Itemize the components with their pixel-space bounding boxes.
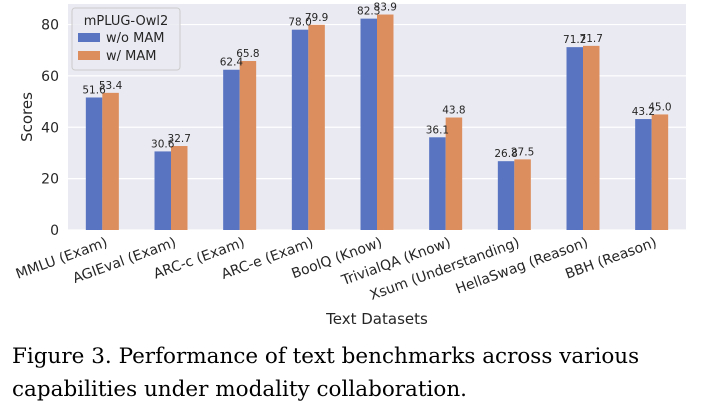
- bar: [514, 159, 531, 230]
- bar-labels: 51.6 30.6 62.4 78.0 82.3 36.1 26.8 71.2 43.2 53.4…: [82, 2, 671, 161]
- y-tick-label: 0: [50, 223, 59, 239]
- bar: [223, 69, 240, 230]
- legend-swatch-w-mam: [78, 51, 100, 60]
- bar-value-label: 51.6: [82, 84, 106, 96]
- y-axis-label: Scores: [18, 92, 36, 142]
- bar-value-label: 83.9: [374, 2, 397, 14]
- bar-value-label: 36.1: [426, 124, 449, 136]
- y-ticks: 0 20 40 60 80: [41, 18, 59, 239]
- figure-caption: Figure 3. Performance of text benchmarks…: [12, 344, 640, 402]
- bar-value-label: 79.9: [305, 12, 328, 24]
- bar: [566, 47, 583, 231]
- bar-value-label: 62.4: [220, 57, 244, 69]
- bar-value-label: 45.0: [648, 101, 671, 113]
- bar-value-label: 65.8: [236, 48, 259, 60]
- bar: [291, 29, 309, 230]
- legend-label-w-mam: w/ MAM: [106, 49, 156, 64]
- bar: [102, 92, 119, 230]
- bar: [308, 24, 325, 230]
- y-tick-label: 80: [41, 18, 59, 34]
- bar-value-label: 32.7: [168, 133, 191, 145]
- bar-value-label: 82.3: [357, 6, 380, 18]
- bar: [377, 14, 394, 231]
- bar-value-label: 30.6: [151, 138, 175, 150]
- bar: [85, 97, 103, 231]
- bar: [360, 18, 377, 230]
- x-ticks: MMLU (Exam)AGIEval (Exam)ARC-c (Exam)ARC…: [14, 235, 659, 304]
- bar-value-label: 78.0: [288, 17, 311, 29]
- bars: [85, 14, 669, 231]
- bar: [429, 137, 446, 230]
- bar: [651, 114, 669, 230]
- bar-value-label: 26.8: [494, 148, 517, 160]
- bar: [171, 146, 188, 230]
- legend-label-wo-mam: w/o MAM: [106, 31, 164, 46]
- bar-value-label: 71.2: [563, 34, 586, 46]
- legend-title: mPLUG-Owl2: [84, 14, 169, 29]
- bar-value-label: 43.2: [632, 106, 655, 118]
- y-tick-label: 40: [41, 120, 59, 136]
- bar-value-label: 53.4: [99, 80, 123, 92]
- bar-value-label: 71.7: [580, 33, 603, 45]
- x-axis-label: Text Datasets: [325, 310, 428, 328]
- bar-value-label: 43.8: [442, 105, 465, 117]
- bar-chart: 51.6 30.6 62.4 78.0 82.3 36.1 26.8 71.2 43.2 53.4…: [14, 2, 686, 328]
- bar: [445, 117, 463, 230]
- y-tick-label: 20: [41, 172, 59, 188]
- legend-swatch-wo-mam: [78, 33, 100, 42]
- bar-value-label: 27.5: [511, 146, 534, 158]
- y-tick-label: 60: [41, 69, 59, 85]
- legend: mPLUG-Owl2 w/o MAM w/ MAM: [71, 7, 181, 71]
- bar: [583, 45, 600, 231]
- bar: [239, 61, 257, 230]
- bar: [497, 161, 515, 230]
- bar: [635, 119, 652, 230]
- bar: [154, 151, 171, 230]
